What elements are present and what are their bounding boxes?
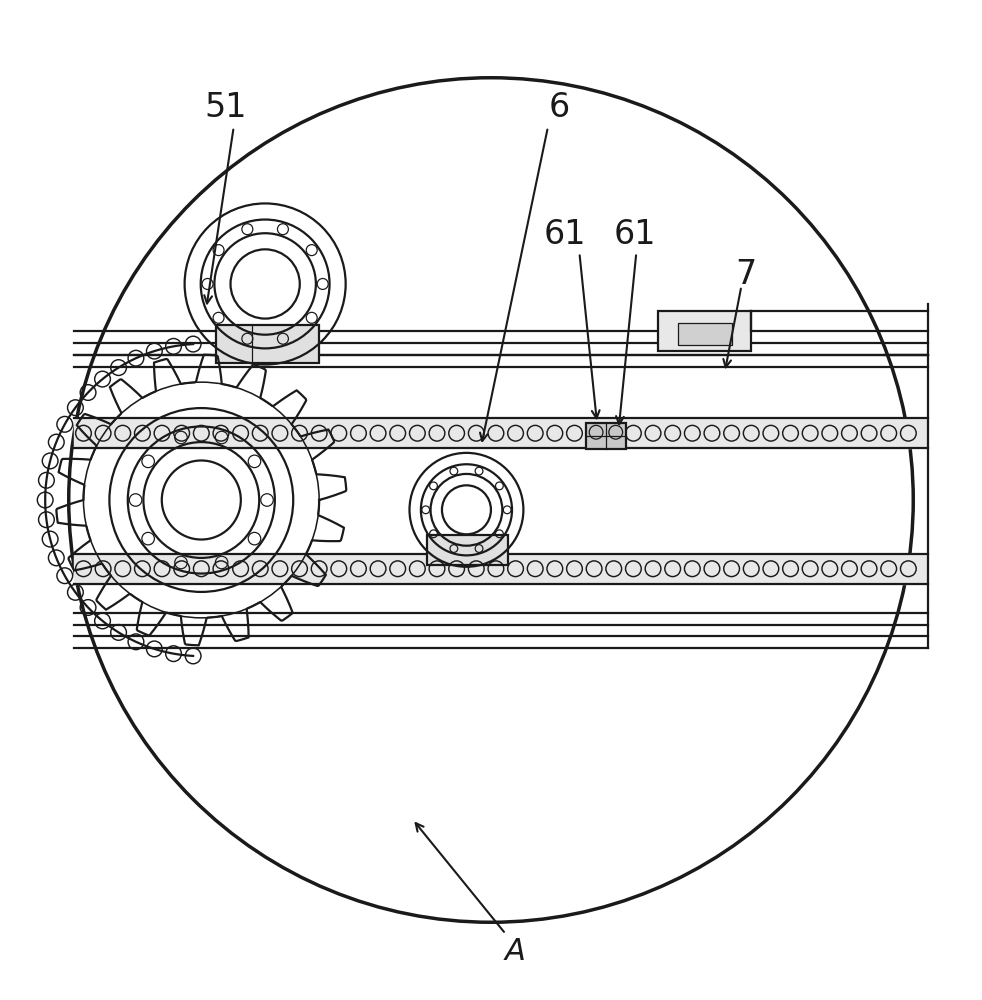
Bar <box>427 535 508 565</box>
Bar <box>678 323 732 345</box>
Text: 61: 61 <box>543 218 586 251</box>
Text: A: A <box>505 937 526 966</box>
Bar <box>586 423 626 449</box>
Bar <box>658 311 751 351</box>
Text: 6: 6 <box>549 91 571 124</box>
Text: 61: 61 <box>614 218 657 251</box>
Text: 51: 51 <box>204 91 247 124</box>
Bar <box>216 325 319 363</box>
Text: 7: 7 <box>736 258 757 291</box>
Circle shape <box>69 78 913 922</box>
